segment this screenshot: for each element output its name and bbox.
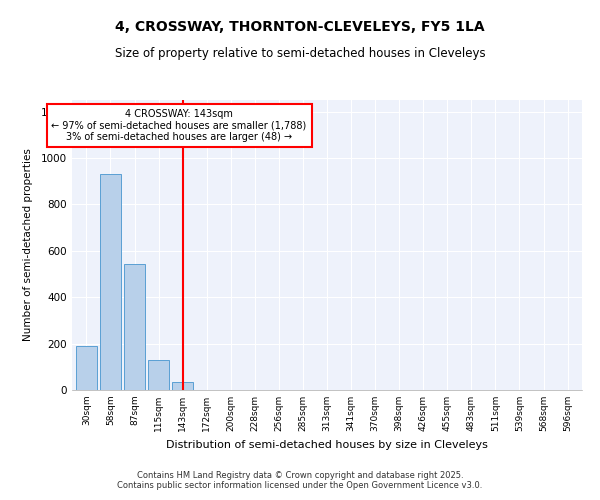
Bar [124,264,145,390]
Bar [76,346,97,390]
Text: Size of property relative to semi-detached houses in Cleveleys: Size of property relative to semi-detach… [115,48,485,60]
Bar [100,174,121,390]
Bar [148,360,169,390]
Bar [172,382,193,390]
Y-axis label: Number of semi-detached properties: Number of semi-detached properties [23,148,32,342]
Text: 4 CROSSWAY: 143sqm
← 97% of semi-detached houses are smaller (1,788)
3% of semi-: 4 CROSSWAY: 143sqm ← 97% of semi-detache… [52,110,307,142]
X-axis label: Distribution of semi-detached houses by size in Cleveleys: Distribution of semi-detached houses by … [166,440,488,450]
Text: Contains HM Land Registry data © Crown copyright and database right 2025.
Contai: Contains HM Land Registry data © Crown c… [118,470,482,490]
Text: 4, CROSSWAY, THORNTON-CLEVELEYS, FY5 1LA: 4, CROSSWAY, THORNTON-CLEVELEYS, FY5 1LA [115,20,485,34]
